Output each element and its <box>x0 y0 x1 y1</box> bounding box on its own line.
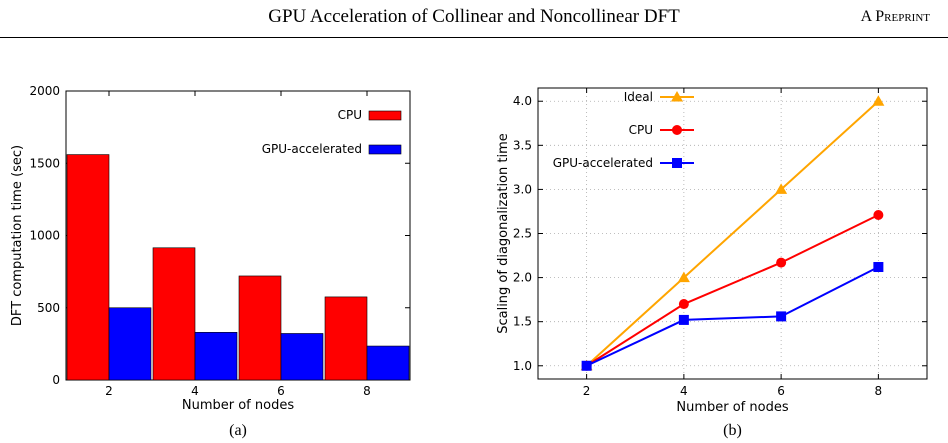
point-ideal-4 <box>677 271 690 283</box>
bar-gpu-accelerated-2 <box>108 307 152 381</box>
caption-b: (b) <box>723 422 742 439</box>
point-ideal-8 <box>872 95 885 106</box>
bar-cpu-6 <box>238 275 282 381</box>
x-axis-label-b: Number of nodes <box>676 400 788 415</box>
y-axis-label-b: Scaling of diagonalization time <box>496 133 511 334</box>
page-header-prefix: A <box>860 8 872 25</box>
bar-gpu-accelerated-4 <box>194 332 238 381</box>
point-cpu-4 <box>678 299 689 310</box>
series-line-gpu-accelerated <box>586 266 879 367</box>
point-gpu-accelerated-6 <box>776 311 787 322</box>
y-tick-label-b: 3.0 <box>513 182 532 196</box>
y-tick-label-a: 500 <box>37 301 60 315</box>
y-tick-label-b: 2.0 <box>513 271 532 285</box>
y-tick-label-b: 3.5 <box>513 138 532 152</box>
point-cpu-6 <box>776 257 787 268</box>
caption-a: (a) <box>229 422 247 439</box>
point-ideal-6 <box>775 183 788 194</box>
y-tick-label-b: 4.0 <box>513 94 532 108</box>
header-rule <box>0 37 948 38</box>
x-tick-label-a: 8 <box>363 384 371 398</box>
legend-marker-cpu <box>672 125 682 135</box>
x-tick-label-b: 4 <box>680 384 688 398</box>
series-line-ideal <box>585 100 880 367</box>
y-tick-label-a: 2000 <box>29 84 60 98</box>
y-tick-label-b: 2.5 <box>513 227 532 241</box>
bar-cpu-2 <box>66 154 110 381</box>
y-tick-label-a: 1000 <box>29 229 60 243</box>
legend-marker-ideal <box>671 91 683 102</box>
x-tick-label-b: 8 <box>875 384 883 398</box>
x-tick-label-a: 2 <box>105 384 113 398</box>
legend-label-ideal-b: Ideal <box>624 90 653 104</box>
plot-frame-b <box>537 87 928 380</box>
legend-label-cpu-b: CPU <box>629 123 653 137</box>
page-header-preprint: Preprint <box>875 8 930 25</box>
legend-swatch-cpu <box>368 110 402 121</box>
page-header-title: GPU Acceleration of Collinear and Noncol… <box>268 6 680 27</box>
legend-label-gpu-accelerated: GPU-accelerated <box>262 142 362 156</box>
legend-swatch-gpu-accelerated <box>368 144 402 155</box>
y-tick-label-a: 1500 <box>29 156 60 170</box>
legend-marker-gpu-accelerated <box>672 158 682 168</box>
series-line-cpu <box>586 214 879 367</box>
y-tick-label-b: 1.5 <box>513 315 532 329</box>
y-tick-label-a: 0 <box>52 373 60 387</box>
point-cpu-8 <box>873 209 884 220</box>
x-tick-label-b: 2 <box>583 384 591 398</box>
bar-gpu-accelerated-6 <box>280 333 324 381</box>
y-axis-label-a: DFT computation time (sec) <box>10 145 25 326</box>
x-tick-label-a: 6 <box>277 384 285 398</box>
bar-gpu-accelerated-8 <box>366 345 410 381</box>
x-tick-label-b: 6 <box>777 384 785 398</box>
legend-label-gpu-accelerated-b: GPU-accelerated <box>553 156 653 170</box>
bar-cpu-8 <box>324 296 368 381</box>
x-axis-label-a: Number of nodes <box>182 398 294 413</box>
point-gpu-accelerated-8 <box>873 262 884 273</box>
legend-label-cpu: CPU <box>338 108 362 122</box>
y-tick-label-b: 1.0 <box>513 359 532 373</box>
point-gpu-accelerated-4 <box>678 314 689 325</box>
point-gpu-accelerated-2 <box>581 360 592 371</box>
bar-cpu-4 <box>152 247 196 381</box>
x-tick-label-a: 4 <box>191 384 199 398</box>
page-header-label: A Preprint <box>861 8 930 26</box>
